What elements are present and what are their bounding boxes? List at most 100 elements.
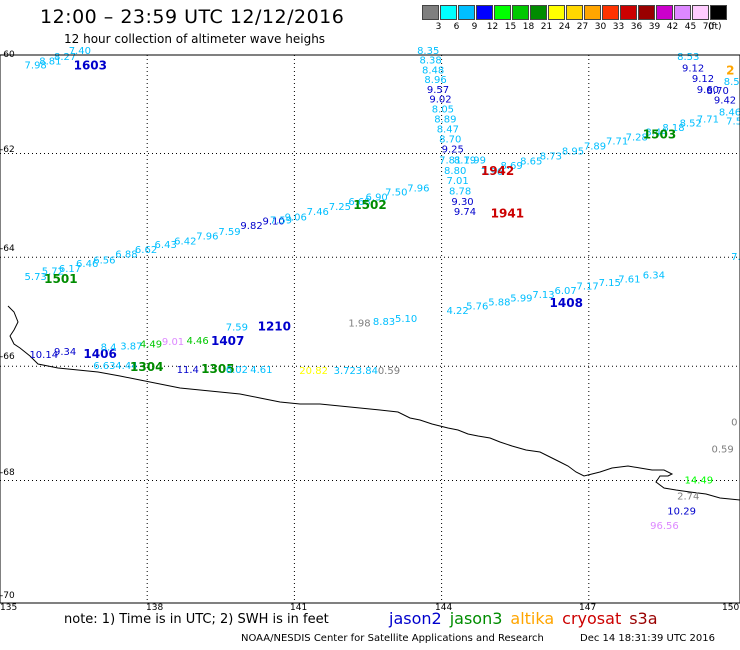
swh-value-label: 9.74 — [454, 207, 476, 218]
swh-value-label: 4.22 — [447, 306, 469, 317]
page-title: 12:00 – 23:59 UTC 12/12/2016 — [40, 6, 345, 28]
swh-value-label: 9.30 — [451, 197, 473, 208]
swh-value-label: 7.99 — [464, 156, 486, 167]
swh-value-label: 8.69 — [500, 161, 522, 172]
swh-value-label: 7.40 — [69, 46, 91, 57]
swh-value-label: 96.56 — [650, 521, 679, 532]
swh-value-label: 14.49 — [684, 475, 713, 486]
swh-value-label: 9.57 — [427, 85, 449, 96]
scale-label: 21 — [540, 22, 553, 32]
swh-value-label: 8.46 — [719, 107, 740, 118]
scale-swatch — [710, 5, 727, 20]
lon-label: 147 — [579, 603, 597, 613]
swh-value-label: 7.61 — [618, 274, 640, 285]
scale-label: 12 — [486, 22, 499, 32]
swh-value-label: 7.71 — [606, 136, 628, 147]
pass-id-label: 1304 — [130, 360, 163, 374]
swh-value-label: 8.35 — [417, 46, 439, 57]
pass-id-label: 1503 — [643, 127, 676, 141]
swh-value-label: 5.73 — [25, 272, 47, 283]
swh-value-label: 8.89 — [434, 114, 456, 125]
swh-value-label: 3.87 — [120, 342, 142, 353]
scale-swatch — [638, 5, 655, 20]
swh-value-label: 9.10 — [263, 217, 285, 228]
swh-value-label: 6.63 — [93, 361, 115, 372]
swh-value-label: 0.59 — [711, 445, 733, 456]
swh-value-label: 8.78 — [449, 186, 471, 197]
scale-swatch — [440, 5, 457, 20]
scale-swatch — [620, 5, 637, 20]
scale-label: 27 — [576, 22, 589, 32]
scale-label: 24 — [558, 22, 571, 32]
swh-value-label: 8.80 — [444, 166, 466, 177]
swh-value-label: 5.76 — [466, 302, 488, 313]
swh-value-label: 8.44 — [645, 127, 667, 138]
lat-label: -68 — [0, 468, 15, 478]
scale-swatch — [422, 5, 439, 20]
swh-value-label: 8.70 — [439, 134, 461, 145]
swh-value-label: 7.71 — [697, 114, 719, 125]
swh-value-label: 4.46 — [186, 336, 208, 347]
swh-value-label: 7.1 — [731, 252, 740, 263]
map-gridlines — [0, 55, 740, 600]
scale-swatch — [530, 5, 547, 20]
swh-value-label: 6.68 — [348, 197, 370, 208]
footer-note: note: 1) Time is in UTC; 2) SWH is in fe… — [64, 612, 329, 627]
swh-value-label: 8.18 — [662, 123, 684, 134]
scale-label: 70 — [702, 22, 715, 32]
scale-swatch — [674, 5, 691, 20]
lon-label: 135 — [0, 603, 18, 613]
swh-value-label: 9.01 — [162, 337, 184, 348]
swh-value-label: 7.59 — [270, 216, 292, 227]
swh-value-label: 9.06 — [285, 212, 307, 223]
scale-label: 15 — [504, 22, 517, 32]
swh-value-label: 6.88 — [115, 249, 137, 260]
lon-label: 144 — [435, 603, 453, 613]
swh-value-label: 8.19 — [454, 156, 476, 167]
swh-value-label: 8.70 — [707, 86, 729, 97]
swh-value-label: 6.17 — [59, 264, 81, 275]
swh-value-label: 6.43 — [155, 240, 177, 251]
swh-value-label: 6.62 — [135, 245, 157, 256]
swh-value-label: 9.12 — [692, 74, 714, 85]
scale-label: 3 — [435, 22, 442, 32]
swh-value-label: 2.74 — [677, 491, 699, 502]
swh-value-label: 8.81 — [39, 57, 61, 68]
swh-value-label: 8.95 — [562, 147, 584, 158]
pass-id-label: 1501 — [44, 272, 77, 286]
swh-value-label: 7.96 — [196, 231, 218, 242]
swh-value-label: 8.5 — [724, 77, 740, 88]
swh-value-label: 4.49 — [140, 339, 162, 350]
lat-label: -66 — [0, 352, 15, 362]
swh-value-label: 8.52 — [680, 118, 702, 129]
swh-value-label: 7.98 — [25, 60, 47, 71]
swh-value-label: 7.96 — [407, 183, 429, 194]
swh-value-label: 8.73 — [540, 152, 562, 163]
lat-label: -62 — [0, 145, 15, 155]
legend-entry-jason2: jason2 — [389, 609, 442, 628]
scale-swatch — [494, 5, 511, 20]
swh-value-label: 8.38 — [420, 56, 442, 67]
swh-value-label: 7.5 — [726, 116, 740, 127]
swh-value-label: 8.83 — [373, 317, 395, 328]
swh-value-label: 5.10 — [395, 314, 417, 325]
swh-value-label: 7.46 — [307, 207, 329, 218]
scale-unit: (ft) — [708, 22, 722, 32]
swh-value-label: 10.29 — [667, 507, 696, 518]
legend-entry-s3a: s3a — [629, 609, 658, 628]
swh-value-label: 7.28 — [626, 132, 648, 143]
swh-value-label: 11.4 — [177, 365, 199, 376]
lat-label: -60 — [0, 50, 15, 60]
swh-value-label: 9.42 — [714, 96, 736, 107]
pass-id-label: 1210 — [258, 319, 291, 333]
lat-label: -70 — [0, 591, 15, 601]
scale-label: 9 — [471, 22, 478, 32]
swh-value-label: 9.34 — [54, 347, 76, 358]
swh-value-label: 8.4 — [101, 343, 117, 354]
antarctic-coastline — [7, 305, 740, 501]
swh-value-label: 7.50 — [385, 187, 407, 198]
scale-label: 33 — [612, 22, 625, 32]
legend-entry-altika: altika — [510, 609, 555, 628]
